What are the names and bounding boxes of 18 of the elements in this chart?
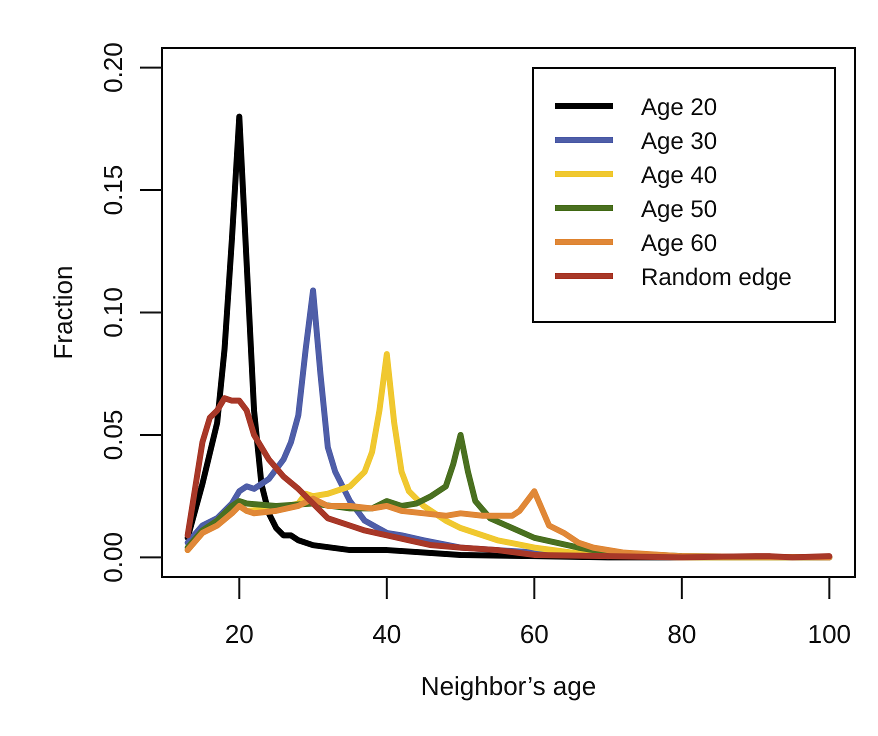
legend-label: Random edge <box>641 264 792 291</box>
x-tick-label: 100 <box>808 619 852 649</box>
x-tick-label: 20 <box>224 619 254 649</box>
y-tick-label: 0.20 <box>98 42 128 93</box>
y-tick-label: 0.10 <box>98 287 128 338</box>
x-tick-label: 80 <box>667 619 696 649</box>
legend-label: Age 60 <box>641 230 718 257</box>
x-axis-title: Neighbor’s age <box>420 671 596 701</box>
y-tick-label: 0.05 <box>98 410 128 460</box>
y-tick-label: 0.15 <box>98 164 128 216</box>
y-tick-label: 0.00 <box>98 532 128 583</box>
x-tick-label: 40 <box>372 619 402 649</box>
y-axis-title: Fraction <box>48 266 78 360</box>
legend-label: Age 20 <box>641 94 718 121</box>
legend-label: Age 50 <box>641 196 718 223</box>
x-tick-label: 60 <box>520 619 549 649</box>
legend-label: Age 30 <box>641 128 718 155</box>
legend-label: Age 40 <box>641 162 718 189</box>
